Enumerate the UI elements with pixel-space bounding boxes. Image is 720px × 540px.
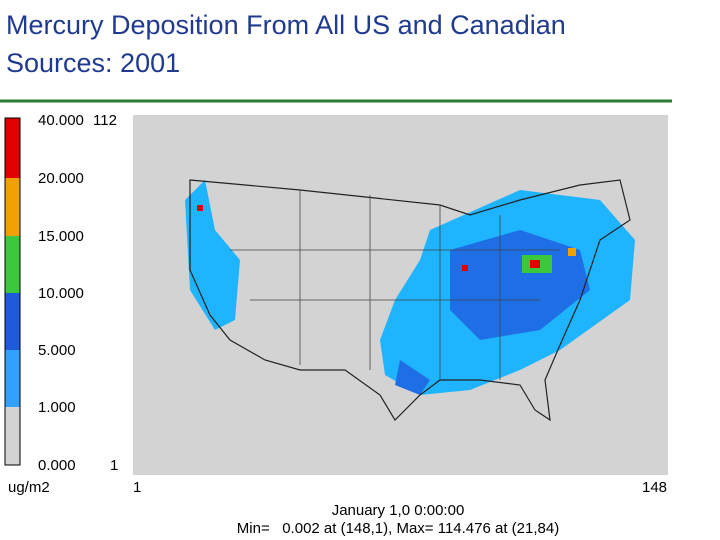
bin: [5, 350, 20, 407]
bin: [5, 118, 20, 178]
legend-unit: ug/m2: [8, 479, 50, 496]
title-line: Sources: 2001: [6, 48, 181, 78]
bin: [5, 178, 20, 236]
legend-label: 1.000: [38, 399, 76, 416]
hotspot: [462, 265, 468, 271]
map: [133, 115, 668, 475]
stats-label: Min= 0.002 at (148,1), Max= 114.476 at (…: [237, 520, 559, 537]
deposition-area: [395, 360, 430, 395]
bin: [5, 407, 20, 465]
axis-label: 1: [133, 479, 141, 496]
legend-label: 5.000: [38, 342, 76, 359]
legend-label: 10.000: [38, 285, 84, 302]
deposition-area: [450, 230, 590, 340]
axis-label: 1: [110, 457, 118, 474]
hotspot: [530, 260, 540, 268]
axis-label: 148: [642, 479, 667, 496]
color-bar: [4, 117, 21, 466]
country-outline: [189, 179, 631, 422]
deposition-area: [185, 180, 240, 330]
hotspot: [568, 248, 576, 256]
time-label: January 1,0 0:00:00: [332, 502, 465, 519]
title-line: Mercury Deposition From All US and Canad…: [6, 10, 566, 40]
bin: [5, 293, 20, 350]
legend-label: 20.000: [38, 170, 84, 187]
legend-label: 0.000: [38, 457, 76, 474]
bar-frame: [4, 117, 21, 466]
axis-label: 112: [93, 112, 117, 129]
bin: [5, 236, 20, 293]
state-lines: [230, 190, 560, 380]
hotspot: [197, 205, 203, 211]
slide-title: Mercury Deposition From All US and Canad…: [6, 6, 566, 82]
legend-label: 40.000: [38, 112, 84, 129]
legend-label: 15.000: [38, 228, 84, 245]
